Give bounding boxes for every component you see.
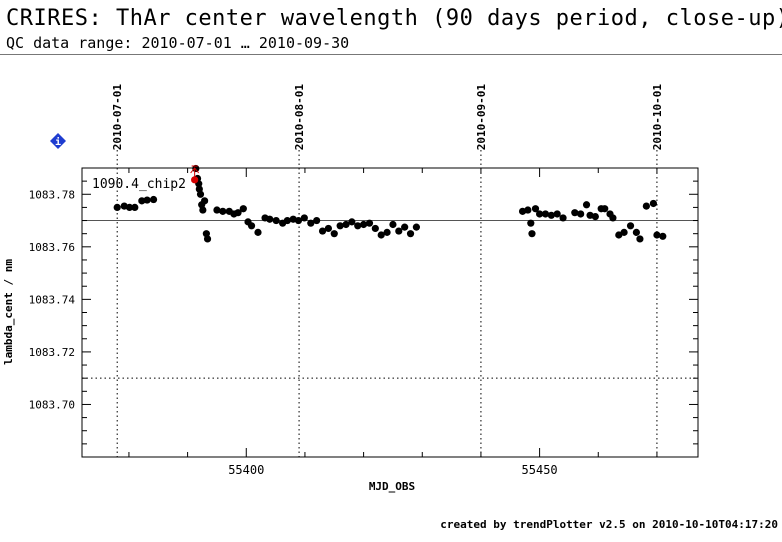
date-markers: 2010-07-01 2010-08-01 2010-09-01 2010-10-01 (111, 84, 664, 457)
data-point (527, 219, 535, 227)
data-point (601, 205, 609, 213)
data-point (591, 213, 599, 221)
data-point (541, 210, 550, 218)
series-label: 1090.4_chip2 (92, 177, 186, 192)
data-point (294, 216, 303, 225)
outlier-arrow-head (190, 167, 200, 174)
data-point (547, 211, 555, 219)
data-point (131, 203, 139, 212)
data-point (360, 220, 368, 229)
date-marker-label: 2010-10-01 (651, 84, 664, 151)
chart-subtitle: QC data range: 2010-07-01 … 2010-09-30 (6, 34, 350, 52)
y-axis-label: lambda_cent / nm (2, 259, 15, 365)
data-point (149, 195, 158, 204)
data-point (113, 203, 121, 212)
y-axis: 1083.70 1083.72 1083.74 1083.76 1083.78 (29, 167, 698, 458)
data-point (609, 214, 617, 222)
data-point (196, 190, 205, 198)
data-point (203, 235, 212, 243)
data-point (234, 209, 242, 217)
info-diamond-glyph: i (55, 136, 61, 148)
data-point (201, 197, 209, 205)
y-tick-label: 1083.70 (29, 398, 75, 411)
data-point (239, 205, 247, 213)
data-point (577, 210, 585, 218)
data-point (336, 222, 344, 230)
y-tick-label: 1083.72 (29, 346, 75, 359)
data-point (559, 214, 567, 222)
data-point (377, 231, 385, 239)
data-point (324, 224, 332, 233)
y-tick-label: 1083.76 (29, 241, 75, 254)
data-point (524, 206, 532, 214)
date-marker-label: 2010-09-01 (475, 84, 488, 151)
data-point (401, 223, 409, 231)
x-tick-label: 55400 (228, 463, 264, 477)
data-point (266, 215, 274, 223)
data-point (219, 207, 227, 215)
data-point (620, 228, 628, 236)
data-point (649, 199, 658, 208)
limit-lines (82, 167, 698, 379)
data-point (642, 202, 650, 210)
data-point (371, 224, 379, 233)
data-point (571, 209, 579, 217)
highlighted-point (191, 176, 199, 184)
data-point (300, 214, 308, 222)
data-point (626, 222, 635, 230)
info-diamond-icon[interactable]: i (50, 133, 66, 149)
data-point (636, 235, 644, 243)
data-point (383, 228, 391, 236)
data-point (365, 219, 374, 227)
data-point (406, 230, 415, 238)
header-divider (0, 54, 782, 55)
info-diamond-shape (50, 133, 66, 149)
data-point (659, 232, 667, 240)
data-point (653, 231, 661, 239)
data-point (125, 203, 134, 212)
data-point (531, 205, 540, 213)
x-tick-label: 55450 (522, 463, 558, 477)
data-point (143, 196, 151, 204)
data-point (632, 228, 641, 236)
chart-title: CRIRES: ThAr center wavelength (90 days … (6, 6, 782, 31)
data-point (247, 222, 256, 230)
data-point (254, 228, 262, 236)
x-axis: 55400 55450 (128, 168, 658, 477)
data-point (138, 197, 146, 205)
data-point (553, 210, 561, 218)
footer-credit: created by trendPlotter v2.5 on 2010-10-… (440, 518, 778, 531)
data-point (528, 230, 536, 238)
data-point (330, 230, 338, 238)
data-point (272, 216, 280, 225)
x-axis-label: MJD_OBS (369, 480, 415, 493)
data-point (342, 220, 350, 229)
data-point (389, 220, 397, 229)
data-point (318, 227, 327, 235)
data-point (582, 201, 591, 209)
date-marker-label: 2010-07-01 (111, 84, 124, 151)
data-points (113, 164, 667, 243)
data-point (354, 222, 362, 230)
data-point (348, 218, 356, 226)
y-tick-label: 1083.74 (29, 293, 76, 306)
data-point (283, 216, 291, 225)
y-tick-label: 1083.78 (29, 188, 75, 201)
highlighted-points (190, 165, 200, 184)
data-point (536, 210, 544, 218)
data-point (307, 219, 315, 227)
data-point (313, 216, 321, 225)
data-point (412, 223, 420, 231)
data-point (213, 206, 221, 214)
date-marker-label: 2010-08-01 (293, 84, 306, 151)
data-point (395, 227, 403, 235)
data-point (192, 164, 200, 173)
data-point (199, 206, 207, 214)
